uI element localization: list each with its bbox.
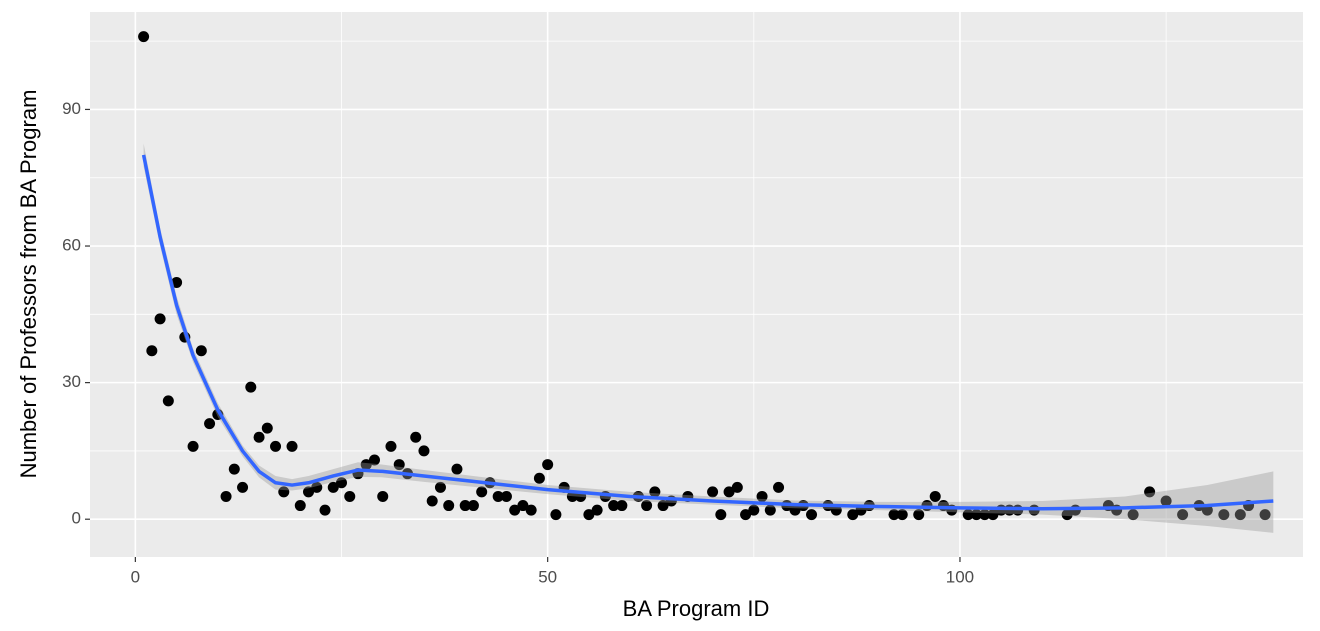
point xyxy=(319,504,331,516)
point xyxy=(476,486,488,498)
point xyxy=(327,481,339,493)
point xyxy=(550,509,562,521)
point xyxy=(1234,509,1246,521)
smooth-line xyxy=(141,154,1274,511)
point xyxy=(1259,509,1271,521)
point xyxy=(368,454,380,466)
point xyxy=(525,504,537,516)
point xyxy=(740,509,752,521)
point xyxy=(360,459,372,471)
point xyxy=(608,500,620,512)
point xyxy=(344,490,356,502)
point xyxy=(1061,509,1073,521)
y-tick-label: 0 xyxy=(72,509,81,528)
point xyxy=(962,509,974,521)
point xyxy=(542,459,554,471)
point xyxy=(888,509,900,521)
y-axis-title: Number of Professors from BA Program xyxy=(16,90,41,479)
point xyxy=(1160,495,1172,507)
point xyxy=(764,504,776,516)
point xyxy=(261,422,273,434)
point xyxy=(443,500,455,512)
point xyxy=(154,313,166,325)
point xyxy=(616,500,628,512)
point xyxy=(913,509,925,521)
point xyxy=(583,509,595,521)
point xyxy=(237,481,249,493)
point xyxy=(270,440,282,452)
point xyxy=(979,509,991,521)
point xyxy=(641,500,653,512)
y-tick-label: 90 xyxy=(62,99,81,118)
point xyxy=(451,463,463,475)
point xyxy=(146,345,158,357)
point xyxy=(773,481,785,493)
point xyxy=(187,440,199,452)
y-tick-label: 60 xyxy=(62,236,81,255)
point xyxy=(987,509,999,521)
point xyxy=(467,500,479,512)
point xyxy=(278,486,290,498)
point xyxy=(138,31,150,43)
point xyxy=(591,504,603,516)
point xyxy=(509,504,521,516)
point xyxy=(806,509,818,521)
point xyxy=(393,459,405,471)
point xyxy=(228,463,240,475)
point xyxy=(1127,509,1139,521)
point xyxy=(566,490,578,502)
point xyxy=(756,490,768,502)
point xyxy=(970,509,982,521)
point xyxy=(715,509,727,521)
point xyxy=(929,490,941,502)
point xyxy=(385,440,397,452)
point xyxy=(418,445,430,457)
y-tick-label: 30 xyxy=(62,372,81,391)
point xyxy=(649,486,661,498)
point xyxy=(245,381,257,393)
point xyxy=(426,495,438,507)
x-tick-label: 100 xyxy=(946,567,974,586)
point xyxy=(748,504,760,516)
point xyxy=(657,500,669,512)
point xyxy=(1177,509,1189,521)
x-tick-label: 0 xyxy=(131,567,140,586)
point xyxy=(253,431,265,443)
point xyxy=(434,481,446,493)
point xyxy=(1218,509,1230,521)
point xyxy=(896,509,908,521)
point xyxy=(311,481,323,493)
point xyxy=(723,486,735,498)
confidence-band xyxy=(143,143,1274,533)
point xyxy=(220,490,232,502)
point xyxy=(731,481,743,493)
point xyxy=(492,490,504,502)
point xyxy=(517,500,529,512)
x-tick-label: 50 xyxy=(538,567,557,586)
point xyxy=(789,504,801,516)
point xyxy=(847,509,859,521)
point xyxy=(171,276,183,288)
panel xyxy=(90,12,1303,557)
point xyxy=(410,431,422,443)
point xyxy=(459,500,471,512)
point xyxy=(303,486,315,498)
point xyxy=(533,472,545,484)
point xyxy=(204,418,216,430)
point xyxy=(162,395,174,407)
point xyxy=(195,345,207,357)
x-axis-title: BA Program ID xyxy=(623,596,770,621)
point xyxy=(286,440,298,452)
point xyxy=(1144,486,1156,498)
point xyxy=(336,477,348,489)
point xyxy=(500,490,512,502)
point xyxy=(707,486,719,498)
point xyxy=(377,490,389,502)
point xyxy=(294,500,306,512)
